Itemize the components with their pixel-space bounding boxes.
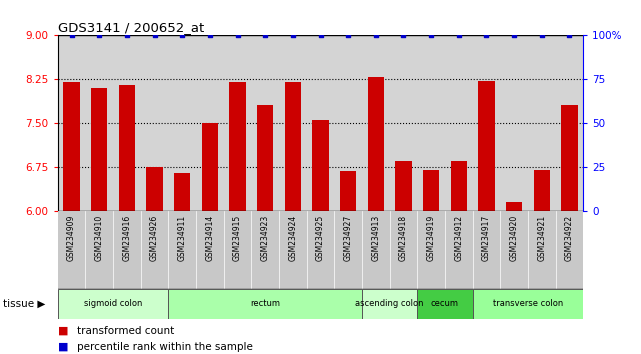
Text: GDS3141 / 200652_at: GDS3141 / 200652_at	[58, 21, 204, 34]
Point	[454, 33, 464, 38]
Point	[233, 33, 243, 38]
Bar	[119, 85, 135, 211]
Text: sigmoid colon: sigmoid colon	[84, 299, 142, 308]
Point	[122, 33, 132, 38]
Bar	[451, 161, 467, 211]
Text: ascending colon: ascending colon	[355, 299, 424, 308]
Point	[315, 33, 326, 38]
Text: GSM234915: GSM234915	[233, 215, 242, 261]
Point	[149, 33, 160, 38]
Bar	[506, 202, 522, 211]
Point	[288, 33, 298, 38]
Bar	[146, 167, 163, 211]
Text: transverse colon: transverse colon	[493, 299, 563, 308]
Point	[564, 33, 574, 38]
Text: GSM234914: GSM234914	[205, 215, 214, 261]
Text: GSM234924: GSM234924	[288, 215, 297, 261]
Point	[67, 33, 77, 38]
Bar	[312, 120, 329, 211]
Text: GSM234927: GSM234927	[344, 215, 353, 261]
Bar	[478, 81, 495, 211]
Point	[398, 33, 408, 38]
Bar	[229, 82, 246, 211]
Point	[94, 33, 104, 38]
Bar	[169, 289, 362, 319]
Bar	[423, 170, 440, 211]
Text: GSM234920: GSM234920	[510, 215, 519, 261]
Text: GSM234911: GSM234911	[178, 215, 187, 261]
Text: GSM234917: GSM234917	[482, 215, 491, 261]
Text: GSM234923: GSM234923	[261, 215, 270, 261]
Bar	[472, 289, 583, 319]
Text: GSM234912: GSM234912	[454, 215, 463, 261]
Text: ■: ■	[58, 326, 72, 336]
Bar	[417, 289, 472, 319]
Bar	[285, 82, 301, 211]
Text: GSM234913: GSM234913	[371, 215, 380, 261]
Point	[426, 33, 437, 38]
Text: tissue ▶: tissue ▶	[3, 298, 46, 309]
Point	[481, 33, 492, 38]
Text: GSM234926: GSM234926	[150, 215, 159, 261]
Bar	[201, 123, 218, 211]
Text: percentile rank within the sample: percentile rank within the sample	[77, 342, 253, 352]
Bar	[561, 105, 578, 211]
Bar	[257, 105, 274, 211]
Text: GSM234909: GSM234909	[67, 215, 76, 261]
Text: GSM234921: GSM234921	[537, 215, 546, 261]
Point	[509, 33, 519, 38]
Point	[343, 33, 353, 38]
Point	[260, 33, 271, 38]
Text: GSM234916: GSM234916	[122, 215, 131, 261]
Point	[537, 33, 547, 38]
Text: GSM234910: GSM234910	[95, 215, 104, 261]
Text: GSM234919: GSM234919	[427, 215, 436, 261]
Bar	[63, 82, 80, 211]
Text: ■: ■	[58, 342, 72, 352]
Bar	[91, 88, 108, 211]
Text: GSM234925: GSM234925	[316, 215, 325, 261]
Text: transformed count: transformed count	[77, 326, 174, 336]
Bar	[174, 173, 190, 211]
Bar	[362, 289, 417, 319]
Point	[177, 33, 187, 38]
Bar	[395, 161, 412, 211]
Bar	[340, 171, 356, 211]
Bar	[533, 170, 550, 211]
Bar	[367, 78, 384, 211]
Text: rectum: rectum	[250, 299, 280, 308]
Bar	[58, 289, 169, 319]
Point	[370, 33, 381, 38]
Point	[204, 33, 215, 38]
Text: GSM234918: GSM234918	[399, 215, 408, 261]
Text: cecum: cecum	[431, 299, 459, 308]
Text: GSM234922: GSM234922	[565, 215, 574, 261]
